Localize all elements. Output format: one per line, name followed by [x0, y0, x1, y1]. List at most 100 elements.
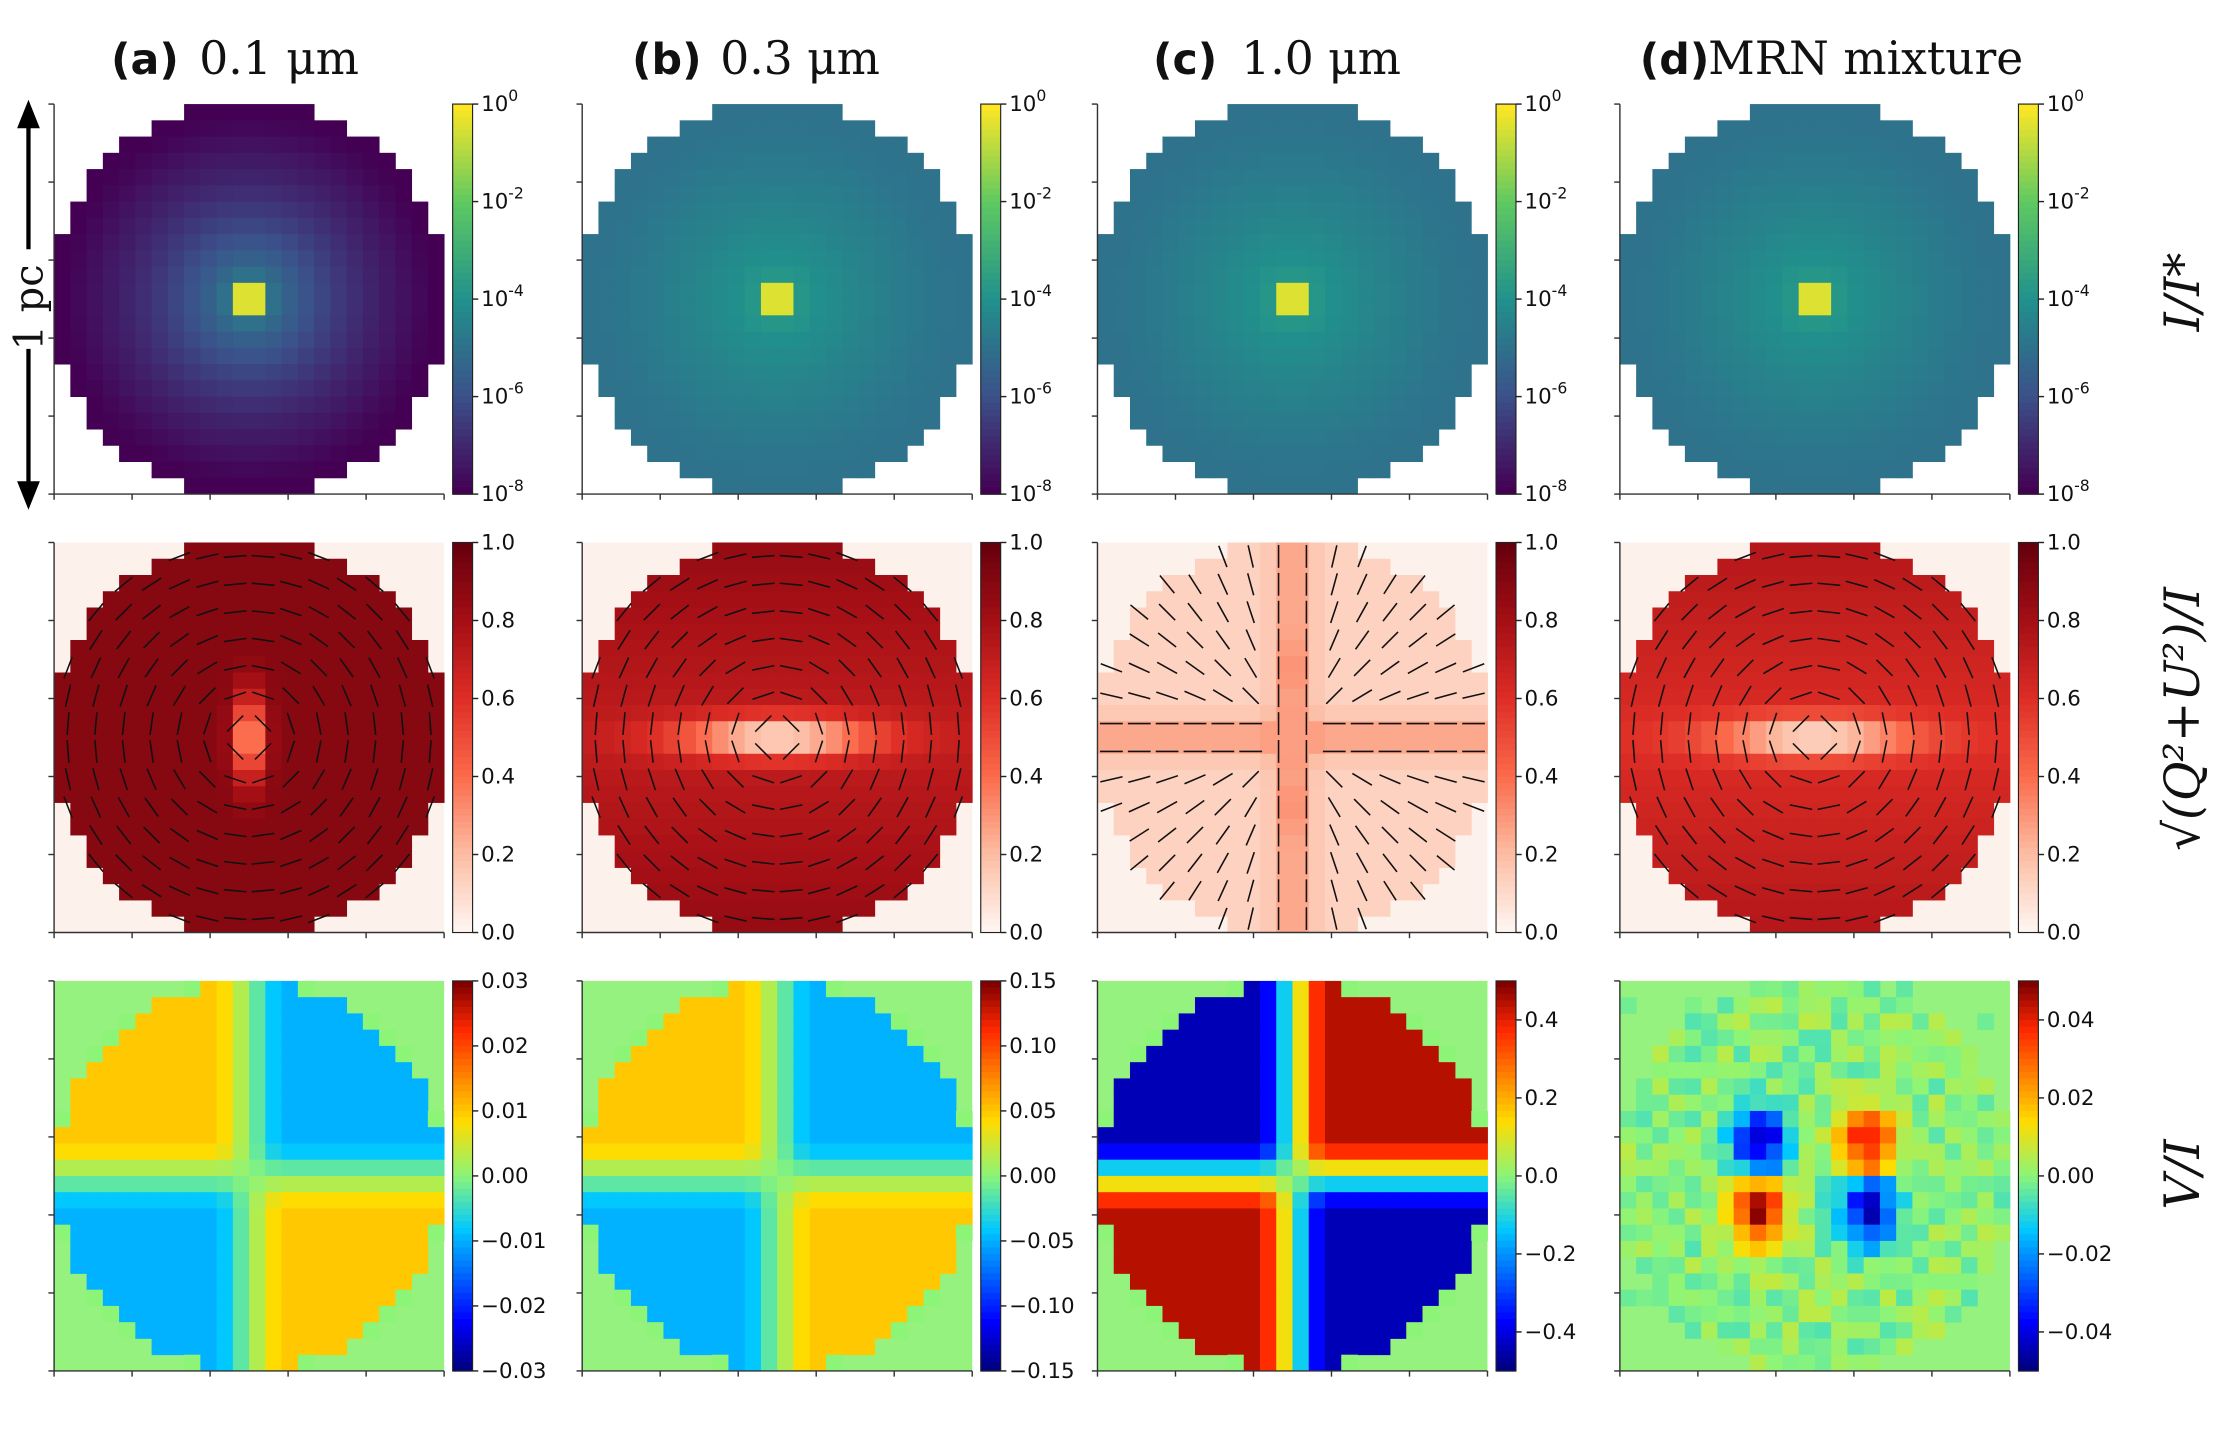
heatmap-cell — [249, 721, 266, 738]
heatmap-cell — [151, 217, 169, 235]
heatmap-cell — [330, 1305, 348, 1323]
heatmap-cell — [1977, 299, 1995, 316]
heatmap-cell — [395, 169, 413, 186]
heatmap-cell — [1847, 331, 1865, 349]
polarization-vector — [395, 629, 410, 651]
heatmap-cell — [135, 1192, 153, 1209]
heatmap-cell — [54, 315, 71, 333]
polarization-vector — [1902, 883, 1923, 898]
heatmap-cell — [1717, 315, 1735, 333]
heatmap-cell — [1912, 737, 1930, 755]
heatmap-cell — [1814, 639, 1832, 657]
heatmap-cell — [330, 266, 348, 284]
heatmap-cell — [102, 786, 120, 803]
heatmap-cell — [411, 234, 429, 251]
heatmap-cell — [728, 364, 746, 381]
polarization-vector — [1845, 886, 1868, 895]
heatmap-cell — [1733, 364, 1751, 381]
heatmap-cell — [1389, 883, 1407, 901]
heatmap-cell — [1668, 591, 1686, 608]
heatmap-cell — [1993, 721, 2011, 738]
heatmap-cell — [216, 542, 234, 560]
polarization-vector — [394, 602, 411, 622]
heatmap-cell — [1373, 429, 1391, 446]
heatmap-cell — [1961, 721, 1978, 738]
heatmap-cell — [281, 1289, 299, 1307]
polarization-vector — [1215, 630, 1231, 650]
heatmap-cell — [297, 1029, 315, 1047]
heatmap-cell — [102, 266, 120, 284]
heatmap-cell — [1324, 380, 1342, 398]
heatmap-cell — [119, 1208, 136, 1226]
heatmap-cell — [200, 818, 218, 836]
heatmap-cell — [760, 152, 778, 170]
heatmap-cell — [184, 1045, 201, 1063]
heatmap-cell — [842, 152, 859, 170]
heatmap-cell — [1308, 639, 1326, 657]
heatmap-cell — [379, 623, 396, 641]
heatmap-cell — [1389, 818, 1407, 836]
heatmap-cell — [265, 623, 283, 641]
polarization-vector — [176, 740, 183, 763]
heatmap-cell — [939, 380, 957, 398]
heatmap-cell — [314, 461, 331, 479]
heatmap-cell — [1944, 607, 1962, 625]
heatmap-cell — [86, 331, 104, 349]
heatmap-cell — [411, 364, 429, 381]
heatmap-cell — [1733, 331, 1751, 349]
heatmap-cell — [249, 851, 266, 868]
polarization-vector — [836, 856, 858, 870]
heatmap-cell — [1701, 688, 1718, 706]
polarization-vector — [282, 770, 300, 788]
heatmap-cell — [890, 299, 908, 316]
heatmap-cell — [330, 429, 348, 446]
heatmap-cell — [1406, 429, 1423, 446]
heatmap-cell — [1896, 136, 1913, 154]
heatmap-cell — [1406, 639, 1423, 657]
heatmap-cell — [281, 1159, 299, 1177]
heatmap-cell — [1749, 250, 1767, 268]
heatmap-cell — [858, 429, 876, 446]
heatmap-cell — [1129, 169, 1147, 186]
polarization-vector — [1244, 796, 1258, 818]
polarization-vector — [620, 768, 628, 791]
heatmap-cell — [1324, 396, 1342, 414]
heatmap-cell — [151, 1159, 169, 1177]
heatmap-cell — [1977, 234, 1995, 251]
heatmap-cell — [1749, 656, 1767, 673]
heatmap-cell — [135, 753, 153, 771]
heatmap-cell — [151, 705, 169, 722]
heatmap-cell — [86, 1127, 104, 1144]
heatmap-cell — [330, 851, 348, 868]
heatmap-cell — [427, 753, 445, 771]
heatmap-cell — [362, 315, 380, 333]
heatmap-cell — [395, 217, 413, 235]
heatmap-cell — [1814, 867, 1832, 885]
heatmap-cell — [1652, 169, 1670, 186]
heatmap-cell — [728, 331, 746, 349]
heatmap-cell — [695, 900, 713, 917]
heatmap-cell — [825, 835, 843, 852]
heatmap-cell — [809, 883, 827, 901]
heatmap-cell — [728, 753, 746, 771]
heatmap-cell — [858, 152, 876, 170]
heatmap-cell — [54, 753, 71, 771]
heatmap-cell — [1879, 250, 1897, 268]
heatmap-cell — [1162, 867, 1180, 885]
heatmap-cell — [712, 250, 729, 268]
heatmap-cell — [1243, 234, 1261, 251]
heatmap-cell — [760, 656, 778, 673]
heatmap-cell — [281, 802, 299, 820]
heatmap-cell — [249, 364, 266, 381]
heatmap-cell — [1717, 429, 1735, 446]
heatmap-cell — [297, 672, 315, 690]
heatmap-cell — [135, 217, 153, 235]
heatmap-cell — [151, 445, 169, 463]
heatmap-cell — [216, 347, 234, 365]
heatmap-cell — [1749, 104, 1767, 121]
heatmap-cell — [793, 607, 811, 625]
heatmap-cell — [379, 1224, 396, 1242]
heatmap-cell — [647, 883, 664, 901]
heatmap-cell — [1243, 445, 1261, 463]
heatmap-cell — [395, 688, 413, 706]
